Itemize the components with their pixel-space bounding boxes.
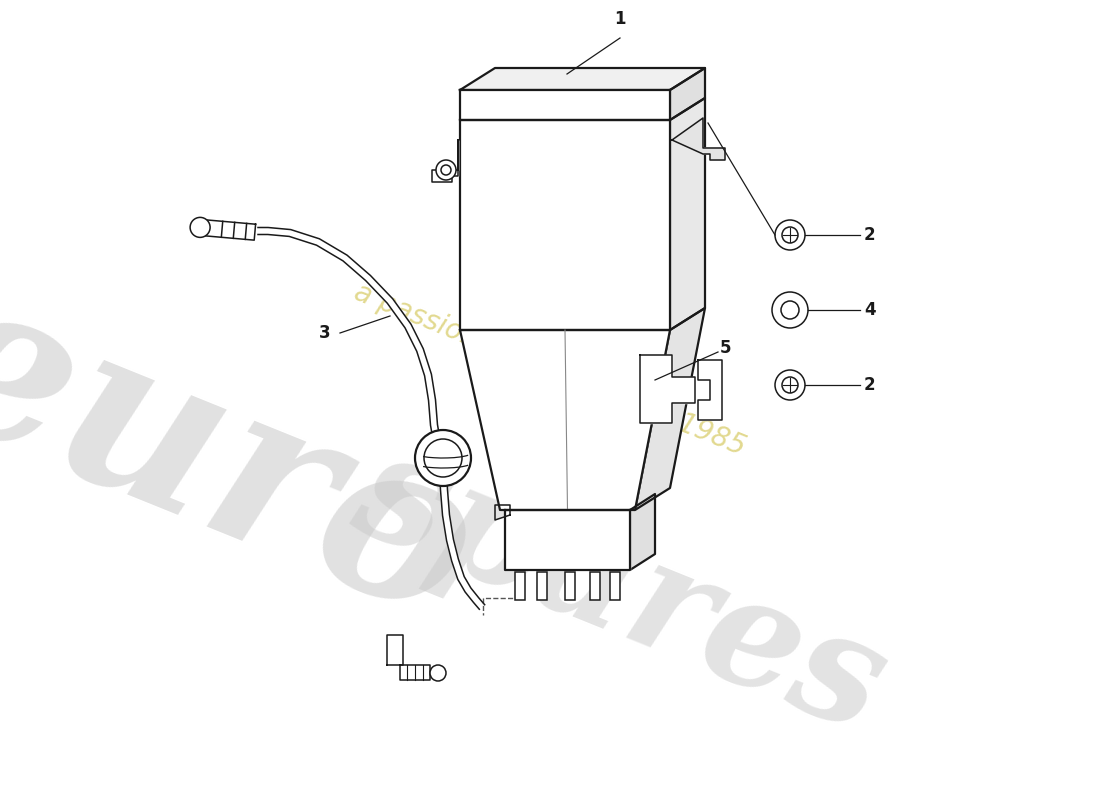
Polygon shape [205, 220, 255, 240]
Polygon shape [460, 68, 705, 90]
Circle shape [772, 292, 808, 328]
Polygon shape [440, 470, 485, 610]
Polygon shape [400, 665, 430, 680]
Polygon shape [630, 494, 654, 570]
Circle shape [430, 665, 446, 681]
Text: a passion for parts since 1985: a passion for parts since 1985 [350, 278, 750, 462]
Text: 4: 4 [864, 301, 876, 319]
Bar [515, 572, 525, 600]
Polygon shape [640, 355, 695, 423]
Text: 3: 3 [318, 324, 330, 342]
Bar [590, 572, 600, 600]
Circle shape [776, 370, 805, 400]
Circle shape [776, 220, 805, 250]
Circle shape [415, 430, 471, 486]
Polygon shape [387, 635, 403, 665]
Polygon shape [460, 90, 670, 120]
Circle shape [781, 301, 799, 319]
Circle shape [436, 160, 456, 180]
Polygon shape [698, 360, 722, 420]
Polygon shape [670, 68, 705, 120]
Circle shape [424, 439, 462, 477]
Text: 2: 2 [864, 376, 876, 394]
Circle shape [190, 218, 210, 238]
Circle shape [782, 377, 797, 393]
Polygon shape [635, 308, 705, 510]
Polygon shape [258, 227, 446, 454]
Polygon shape [505, 510, 630, 570]
Polygon shape [670, 98, 705, 330]
Text: 1: 1 [614, 10, 626, 28]
Text: euro: euro [0, 253, 504, 667]
Circle shape [441, 165, 451, 175]
Text: 5: 5 [720, 339, 732, 357]
Bar [565, 572, 575, 600]
Bar [537, 572, 547, 600]
Polygon shape [672, 118, 725, 160]
Polygon shape [432, 140, 458, 182]
Polygon shape [460, 120, 670, 330]
Polygon shape [460, 330, 670, 510]
Text: spares: spares [334, 417, 905, 763]
Bar [610, 572, 620, 600]
Text: 2: 2 [864, 226, 876, 244]
Circle shape [782, 227, 797, 243]
